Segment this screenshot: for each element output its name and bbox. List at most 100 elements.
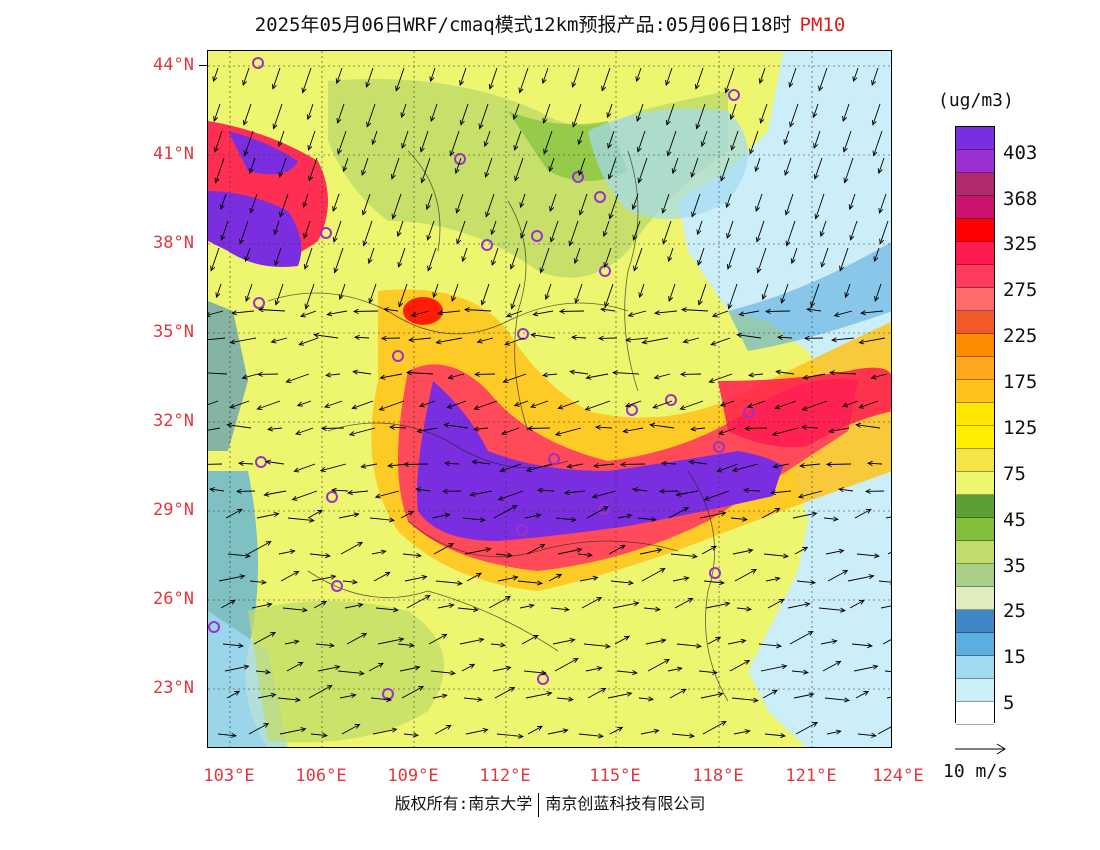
wind-arrow	[843, 130, 852, 152]
wind-arrow	[787, 603, 810, 609]
wind-arrow	[397, 220, 404, 237]
wind-arrow	[608, 545, 626, 555]
wind-arrow-head	[379, 374, 386, 380]
wind-arrow-head	[295, 697, 301, 703]
wind-arrow	[524, 514, 541, 519]
wind-arrow	[636, 103, 644, 122]
wind-arrow	[702, 721, 727, 735]
wind-arrow	[495, 553, 512, 557]
wind-arrow	[703, 580, 724, 584]
wind-arrow	[222, 643, 243, 647]
wind-arrow	[302, 67, 312, 93]
wind-arrow-head	[603, 506, 609, 511]
wind-arrow	[879, 193, 887, 214]
wind-arrow	[363, 220, 373, 246]
wind-arrow-head	[724, 87, 730, 94]
wind-arrow-head	[716, 467, 723, 473]
wind-arrow-head	[604, 301, 610, 308]
wind-arrow	[691, 193, 701, 217]
wind-arrow-head	[784, 170, 790, 176]
wind-arrow	[578, 130, 584, 145]
wind-arrow	[426, 193, 433, 210]
wind-arrow-head	[289, 549, 296, 555]
wind-arrow	[253, 632, 276, 645]
wind-arrow	[258, 309, 286, 312]
wind-arrow-head	[570, 334, 577, 340]
wind-arrow	[637, 517, 656, 521]
wind-arrow	[208, 463, 223, 465]
wind-arrow	[343, 157, 349, 172]
legend-color-cell	[956, 380, 994, 403]
wind-arrow	[873, 130, 883, 156]
wind-arrow-head	[755, 236, 761, 243]
wind-arrow	[286, 373, 310, 383]
wind-arrow-head	[430, 116, 436, 122]
wind-arrow-head	[708, 378, 715, 384]
wind-arrow	[585, 400, 611, 411]
wind-arrow	[704, 490, 730, 501]
wind-arrow	[567, 463, 584, 468]
wind-arrow-head	[756, 267, 762, 274]
wind-arrow-head	[623, 635, 630, 641]
wind-arrow-head	[617, 726, 624, 732]
wind-arrow-head	[520, 233, 526, 239]
wind-arrow-head	[337, 148, 343, 155]
wind-arrow	[464, 309, 492, 312]
wind-arrow	[829, 427, 850, 433]
wind-arrow-head	[578, 209, 584, 216]
wind-arrow	[511, 283, 521, 309]
wind-arrow-head	[720, 720, 727, 726]
wind-arrow-head	[720, 511, 727, 517]
purple-core	[417, 381, 783, 541]
wind-arrow-head	[636, 146, 642, 153]
wind-arrow-head	[542, 117, 548, 124]
wind-arrow-head	[208, 312, 211, 318]
wind-arrow	[795, 722, 818, 735]
wind-arrow	[572, 67, 580, 88]
wind-arrow-head	[347, 490, 353, 496]
legend-color-cell	[956, 311, 994, 334]
wind-arrow-head	[870, 374, 877, 380]
wind-arrow	[556, 697, 573, 701]
wind-arrow	[771, 490, 792, 494]
wind-arrow	[849, 599, 865, 609]
wind-arrow	[641, 568, 666, 582]
wind-arrow	[510, 247, 519, 269]
wind-arrow	[683, 337, 700, 343]
wind-arrow-head	[543, 148, 549, 155]
wind-arrow	[208, 310, 224, 316]
wind-arrow-head	[484, 171, 490, 178]
wind-arrow	[299, 337, 319, 346]
wind-arrow-head	[518, 733, 524, 739]
wind-arrow	[484, 130, 491, 147]
wind-arrow	[800, 463, 821, 467]
wind-arrow	[550, 220, 559, 242]
wind-arrow-head	[256, 371, 263, 377]
wind-arrow	[314, 334, 339, 339]
wind-arrow-head	[309, 517, 315, 523]
wind-arrow-head	[215, 292, 221, 299]
wind-arrow-head	[405, 370, 412, 376]
wind-arrow	[572, 103, 582, 127]
wind-arrow	[842, 103, 850, 122]
wind-arrow-head	[562, 728, 569, 734]
lon-label-118: 118°E	[692, 766, 744, 786]
wind-arrow-head	[564, 490, 570, 496]
wind-arrow-head	[398, 637, 405, 643]
lat-label-29: 29°N	[153, 500, 194, 520]
wind-arrow	[878, 580, 891, 583]
legend-color-cell	[956, 334, 994, 357]
wind-arrow	[248, 723, 269, 735]
wind-arrow-head	[477, 696, 483, 702]
wind-arrow-head	[568, 240, 574, 247]
wind-arrow-head	[680, 688, 687, 694]
wind-arrow	[315, 643, 334, 647]
lat-label-35: 35°N	[153, 322, 194, 342]
wind-arrow	[406, 372, 434, 375]
wind-arrow-head	[257, 307, 264, 313]
wind-arrow-head	[402, 461, 409, 468]
wind-arrow-head	[441, 693, 448, 699]
wind-arrow-head	[321, 600, 328, 606]
wind-arrow-head	[408, 337, 414, 343]
wind-arrow	[247, 541, 272, 555]
